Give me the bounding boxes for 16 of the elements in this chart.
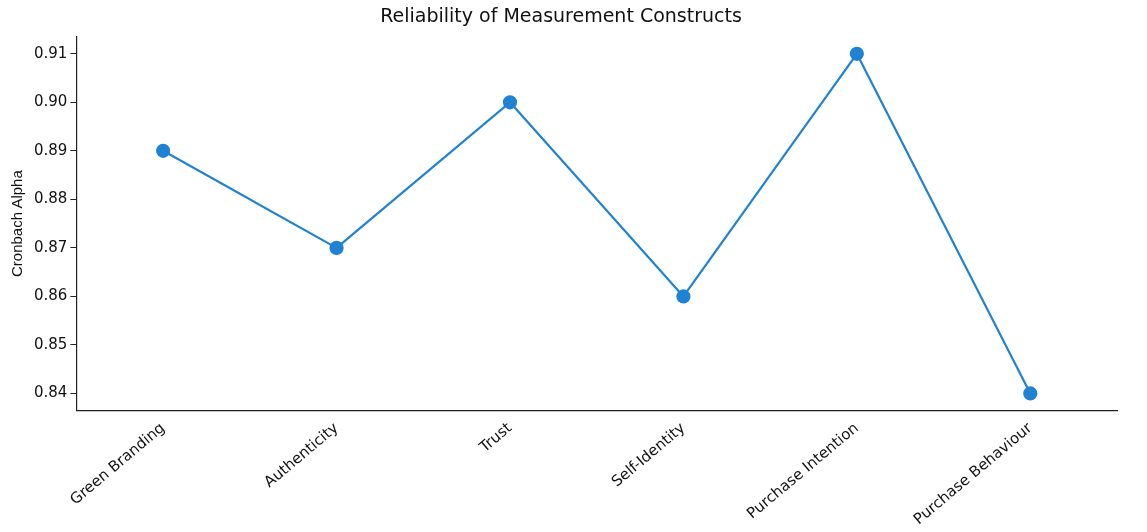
- y-tick-label: 0.88: [33, 189, 68, 208]
- chart-title: Reliability of Measurement Constructs: [380, 4, 742, 27]
- y-axis-title: Cronbach Alpha: [8, 169, 26, 277]
- y-tick-label: 0.87: [33, 237, 68, 256]
- y-tick-label: 0.89: [33, 140, 68, 159]
- point: [676, 289, 691, 304]
- point: [502, 95, 518, 110]
- point: [1023, 386, 1038, 401]
- point: [849, 46, 864, 61]
- y-tick-label: 0.86: [33, 286, 68, 305]
- y-tick-label: 0.85: [33, 334, 68, 353]
- point: [156, 143, 171, 158]
- y-tick-label: 0.84: [33, 383, 68, 402]
- point: [329, 240, 344, 255]
- y-tick-label: 0.90: [33, 92, 68, 111]
- y-tick-label: 0.91: [33, 43, 68, 62]
